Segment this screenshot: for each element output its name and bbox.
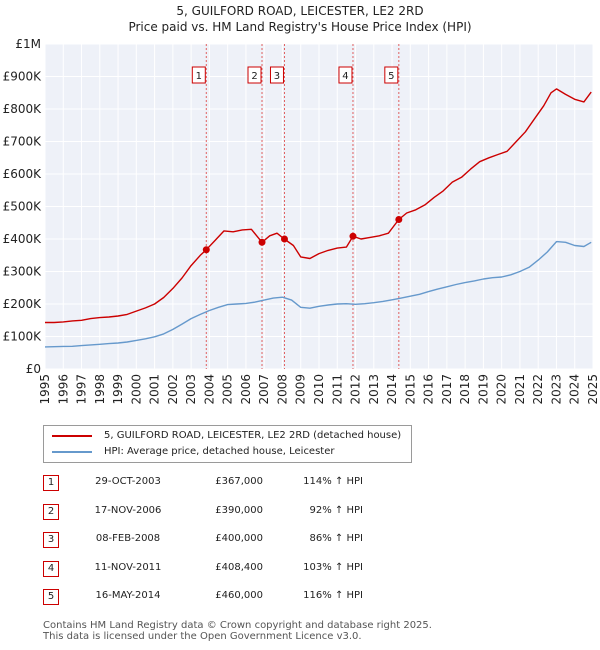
table-row: 5 16-MAY-2014 £460,000 116% ↑ HPI: [43, 586, 403, 615]
sale-price: £460,000: [215, 590, 263, 601]
sale-date: 17-NOV-2006: [94, 504, 162, 516]
y-tick-label: £700K: [3, 135, 43, 149]
footer-copyright: Contains HM Land Registry data © Crown c…: [43, 620, 432, 631]
chart-subtitle: Price paid vs. HM Land Registry's House …: [128, 20, 471, 34]
footer-license: This data is licensed under the Open Gov…: [43, 631, 362, 642]
x-tick-label: 2012: [349, 374, 363, 405]
sale-number-badge: 5: [43, 589, 59, 605]
sale-number-badge: 3: [43, 532, 59, 548]
y-tick-label: £400K: [3, 232, 43, 246]
x-tick-label: 2021: [513, 374, 527, 405]
y-tick-label: £100K: [3, 330, 43, 344]
sale-label-text: 1: [196, 71, 202, 82]
y-tick-label: £900K: [3, 70, 43, 84]
sale-date: 11-NOV-2011: [94, 561, 162, 573]
sale-price: £390,000: [215, 504, 263, 516]
y-tick-label: £500K: [3, 200, 43, 214]
y-tick-label: £1M: [15, 37, 41, 51]
x-tick-label: 2000: [129, 374, 143, 405]
price-chart: £0 £100K £200K £300K £400K £500K £600K £700K £80…: [3, 4, 600, 405]
x-tick-label: 2023: [549, 374, 563, 405]
sale-price: £400,000: [215, 533, 263, 544]
y-tick-label: £200K: [3, 297, 43, 311]
x-tick-label: 1996: [56, 374, 70, 405]
x-tick-label: 2011: [330, 374, 344, 405]
sale-point: [258, 238, 266, 246]
legend-swatch-property: [52, 435, 92, 437]
x-tick-label: 2007: [257, 374, 271, 405]
x-tick-label: 1998: [93, 374, 107, 405]
x-tick-label: 2016: [422, 374, 436, 405]
x-tick-label: 2013: [367, 374, 381, 405]
chart-legend: 5, GUILFORD ROAD, LEICESTER, LE2 2RD (de…: [43, 425, 412, 463]
sale-point: [349, 232, 357, 240]
hpi-line: [44, 240, 592, 348]
y-tick-label: £600K: [3, 167, 43, 181]
sales-table: 1 29-OCT-2003 £367,000 114% ↑ HPI 2 17-N…: [43, 472, 403, 615]
x-tick-label: 2022: [531, 374, 545, 405]
x-tick-label: 2006: [239, 374, 253, 405]
table-row: 3 08-FEB-2008 £400,000 86% ↑ HPI: [43, 529, 403, 558]
sale-price: £408,400: [215, 561, 263, 573]
sale-hpi-change: 92% ↑ HPI: [309, 504, 363, 516]
x-tick-label: 2008: [275, 374, 289, 405]
legend-label-property: 5, GUILFORD ROAD, LEICESTER, LE2 2RD (de…: [104, 430, 402, 441]
x-tick-label: 2020: [495, 374, 509, 405]
sale-hpi-change: 86% ↑ HPI: [309, 533, 363, 544]
table-row: 2 17-NOV-2006 £390,000 92% ↑ HPI: [43, 501, 403, 530]
sale-label-box: [338, 66, 353, 84]
sale-number-badge: 4: [43, 560, 59, 577]
x-tick-label: 2015: [403, 374, 417, 405]
x-tick-label: 2017: [440, 374, 454, 405]
sale-label-text: 4: [342, 71, 348, 82]
x-tick-label: 1997: [75, 374, 89, 405]
sale-date: 08-FEB-2008: [95, 533, 161, 544]
sale-point: [280, 235, 288, 243]
x-tick-label: 2024: [568, 374, 582, 405]
x-tick-label: 2001: [148, 374, 162, 405]
footer-attribution: Contains HM Land Registry data © Crown c…: [43, 620, 432, 642]
sale-number-badge: 2: [43, 503, 59, 520]
property-price-line: [45, 88, 592, 324]
sale-label-box: [247, 66, 262, 84]
sale-date: 29-OCT-2003: [95, 476, 161, 487]
table-row: 4 11-NOV-2011 £408,400 103% ↑ HPI: [43, 558, 403, 587]
sale-label-text: 5: [388, 71, 394, 82]
y-tick-label: £0: [26, 362, 41, 376]
x-tick-label: 2019: [476, 374, 490, 405]
x-tick-label: 2003: [184, 374, 198, 405]
x-tick-label: 2002: [166, 374, 180, 405]
x-tick-label: 2014: [385, 374, 399, 405]
legend-swatch-hpi: [52, 451, 92, 453]
sale-price: £367,000: [215, 476, 263, 487]
table-row: 1 29-OCT-2003 £367,000 114% ↑ HPI: [43, 472, 403, 501]
sale-hpi-change: 114% ↑ HPI: [303, 476, 363, 487]
x-tick-label: 2009: [294, 374, 308, 405]
sale-label-text: 2: [251, 71, 257, 82]
x-tick-label: 1995: [38, 374, 52, 405]
sale-hpi-change: 103% ↑ HPI: [303, 561, 363, 573]
sale-label-box: [191, 66, 206, 84]
x-tick-label: 2005: [221, 374, 235, 405]
sale-hpi-change: 116% ↑ HPI: [303, 590, 363, 601]
y-tick-label: £300K: [3, 265, 43, 279]
x-tick-label: 2010: [312, 374, 326, 405]
y-tick-label: £800K: [3, 102, 43, 116]
x-tick-label: 2025: [586, 374, 600, 405]
sale-label-box: [384, 66, 399, 84]
sale-date: 16-MAY-2014: [95, 590, 161, 601]
sale-number-badge: 1: [43, 475, 59, 491]
chart-title: 5, GUILFORD ROAD, LEICESTER, LE2 2RD: [176, 4, 423, 18]
x-tick-label: 2004: [202, 374, 216, 405]
legend-label-hpi: HPI: Average price, detached house, Leic…: [104, 446, 335, 457]
sale-label-text: 3: [274, 71, 280, 82]
x-tick-label: 1999: [111, 374, 125, 405]
sale-label-box: [269, 66, 284, 84]
x-tick-label: 2018: [458, 374, 472, 405]
sale-point: [395, 216, 403, 223]
sale-point: [202, 246, 210, 254]
